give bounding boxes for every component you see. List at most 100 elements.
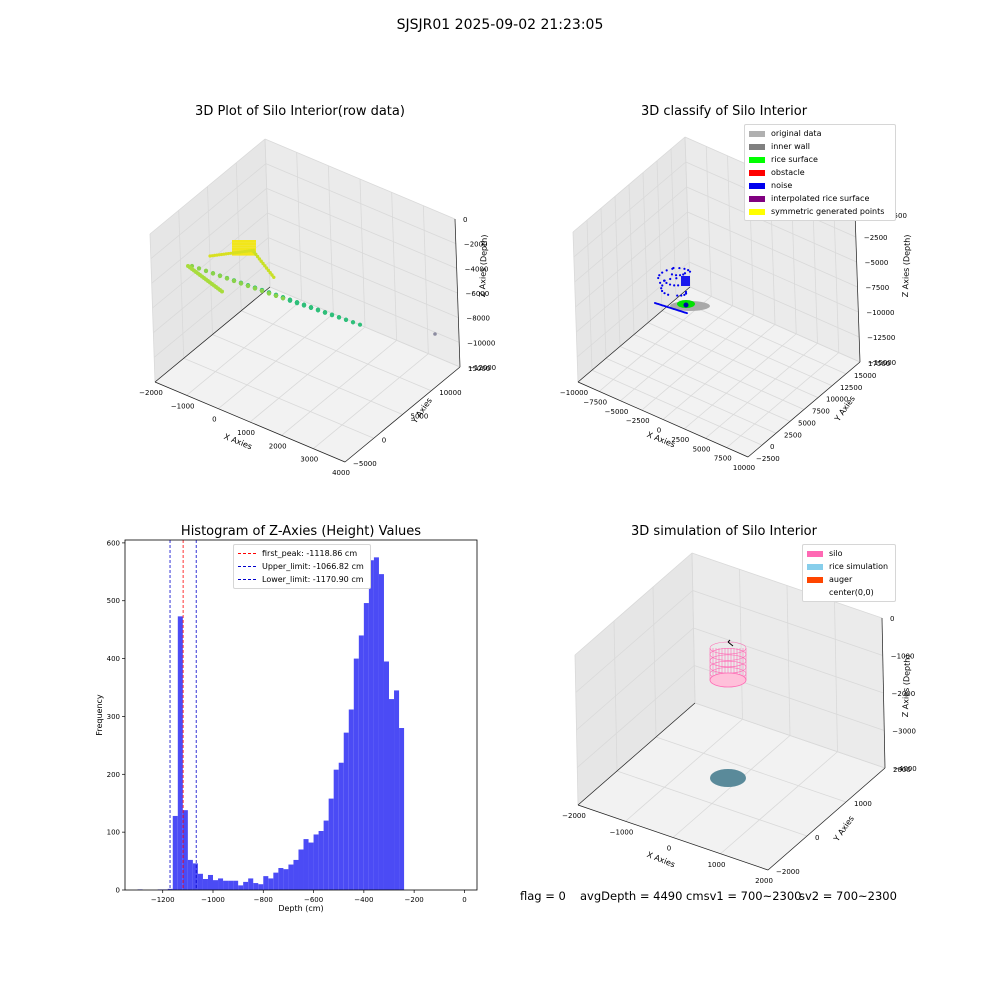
histogram-ytick-label: 200: [107, 771, 120, 779]
raw-points: [186, 240, 437, 336]
classify-legend-item: rice surface: [749, 153, 891, 166]
classify-xtick-label: −10000: [560, 389, 588, 397]
histogram-legend-item: Upper_limit: -1066.82 cm: [238, 560, 366, 573]
histogram-bar: [378, 574, 384, 890]
raw-point: [259, 288, 265, 294]
raw-point: [357, 322, 363, 327]
histogram-bar: [202, 879, 208, 890]
sim-zlabel: Z Axies (Depth): [901, 654, 912, 717]
raw-point: [235, 240, 238, 243]
histogram-bar: [283, 869, 289, 890]
histogram-xtick-label: −400: [354, 896, 373, 904]
raw-ztick-label: −2000: [464, 241, 488, 249]
sim-rice-simulation: [710, 769, 746, 787]
raw-point: [244, 247, 247, 251]
classify-points: [654, 266, 710, 315]
raw-point: [336, 315, 342, 320]
raw-xtick-label: 0: [212, 416, 216, 424]
legend-swatch: [807, 563, 823, 570]
histogram-title: Histogram of Z-Axies (Height) Values: [180, 524, 422, 539]
classify-noise-point: [660, 289, 664, 293]
histogram-plot: [122, 539, 478, 893]
classify-gridline: [573, 161, 687, 258]
classify-ztick-label: −10000: [866, 309, 894, 317]
raw-point: [244, 253, 247, 256]
raw-point: [250, 245, 253, 248]
sim-objects: [709, 639, 747, 787]
histogram-bar: [338, 762, 344, 890]
classify-gridline: [572, 136, 686, 233]
classify-noise-point: [685, 312, 688, 315]
raw-point: [245, 283, 251, 289]
histogram-bar: [243, 881, 249, 890]
histogram-bar: [278, 868, 284, 890]
legend-swatch: [807, 576, 823, 583]
sim-axis-line: [767, 767, 886, 871]
sim-gridline: [692, 590, 883, 656]
raw-point: [272, 275, 276, 279]
histogram-ytick-label: 500: [107, 597, 120, 605]
histogram-ylabel: Frequency: [95, 694, 104, 736]
classify-xtick-label: 10000: [733, 464, 755, 472]
raw-xtick-label: −1000: [171, 402, 195, 410]
histogram-bar: [293, 859, 299, 890]
classify-noise-point: [659, 281, 662, 284]
sim-xlabel: X Axies: [646, 850, 677, 869]
classify-noise-point: [688, 270, 692, 273]
sim-gridline: [694, 702, 886, 769]
histogram-ytick-label: 0: [116, 887, 120, 895]
raw-point: [255, 254, 260, 259]
raw-point: [247, 253, 250, 256]
raw-point: [350, 320, 356, 325]
classify-noise-point: [667, 293, 670, 296]
sim-ztick-label: −3000: [892, 728, 916, 736]
sim-ylabel: Y Axies: [831, 814, 856, 844]
raw-point: [266, 268, 271, 273]
raw-point: [244, 240, 247, 243]
raw-point: [301, 303, 307, 308]
simulation-legend-item: center(0,0): [807, 586, 891, 599]
sim-xtick-label: 0: [667, 845, 671, 853]
raw-point: [250, 253, 253, 256]
classify-noise-point: [677, 284, 680, 287]
classify-noise-point: [687, 269, 690, 272]
classify-ztick-label: −12500: [867, 334, 895, 342]
sim-xtick-label: −1000: [610, 828, 634, 836]
sim-gridline: [720, 751, 838, 855]
histogram-bar: [273, 872, 279, 890]
raw-point: [203, 268, 209, 274]
classify-gridline: [661, 310, 833, 387]
legend-label: obstacle: [771, 168, 805, 177]
histogram-bar: [192, 863, 198, 890]
classify-gridline: [689, 261, 860, 338]
histogram-bar: [238, 885, 244, 890]
histogram-bar: [353, 658, 359, 890]
raw-ytick-label: −5000: [353, 460, 377, 468]
raw-point: [231, 278, 237, 284]
raw-axis-line: [344, 366, 461, 463]
raw-point: [250, 242, 253, 246]
raw-point: [238, 281, 244, 286]
raw-xtick-label: 1000: [237, 429, 255, 437]
classify-legend-item: obstacle: [749, 166, 891, 179]
classify-xtick-label: 0: [657, 427, 661, 435]
raw-axis-line: [154, 286, 271, 383]
legend-label: noise: [771, 181, 793, 190]
raw-point: [308, 305, 314, 310]
classify-ytick-label: 15000: [854, 372, 876, 380]
sim-axis-line: [577, 804, 769, 871]
simulation-legend: silo rice simulation auger center(0,0): [802, 544, 896, 602]
histogram-xtick-label: −800: [254, 896, 273, 904]
sim-ztick-label: 0: [890, 615, 894, 623]
raw-gridline: [183, 357, 374, 439]
histogram-bar: [368, 560, 374, 890]
classify-noise-point: [661, 271, 664, 274]
classify-noise-point: [675, 277, 678, 280]
sim-xtick-label: 2000: [755, 877, 773, 885]
raw-gridline: [267, 212, 458, 294]
histogram-bar: [263, 876, 269, 890]
legend-label: rice surface: [771, 155, 818, 164]
sim-xtick-label: −2000: [562, 812, 586, 820]
classify-plot-title: 3D classify of Silo Interior: [640, 104, 808, 119]
sim-axis-line: [881, 617, 886, 769]
